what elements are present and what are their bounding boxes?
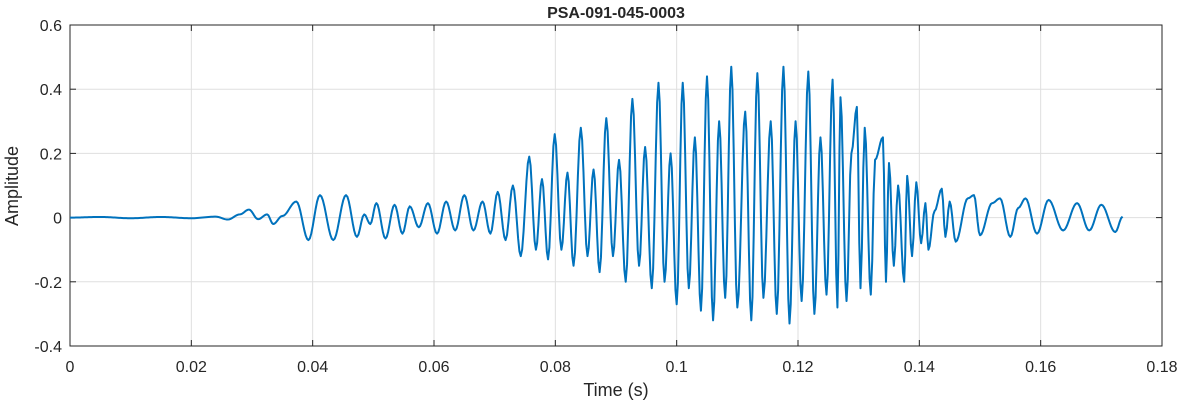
y-tick-label: -0.2: [34, 275, 62, 292]
x-axis-label: Time (s): [583, 380, 648, 400]
x-tick-label: 0.1: [666, 359, 688, 376]
axes-box: [69, 24, 1163, 347]
ticks: 0 0.02 0.04 0.06 0.08 0.1 0.12 0.14 0.16 0.18 -0.4…: [34, 18, 1177, 376]
x-tick-label: 0.06: [418, 359, 449, 376]
signal-line: [70, 65, 1124, 325]
x-tick-label: 0.12: [782, 359, 813, 376]
x-tick-label: 0.16: [1025, 359, 1056, 376]
x-tick-label: 0.08: [540, 359, 571, 376]
x-tick-label: 0.14: [904, 359, 935, 376]
y-tick-label: 0.4: [40, 82, 62, 99]
x-tick-label: 0.04: [297, 359, 328, 376]
chart-title: PSA-091-045-0003: [547, 5, 685, 22]
x-tick-label: 0.02: [176, 359, 207, 376]
y-axis-label: Amplitude: [2, 146, 22, 226]
x-tick-label: 0: [66, 359, 75, 376]
y-tick-label: 0.6: [40, 18, 62, 35]
x-tick-label: 0.18: [1146, 359, 1177, 376]
y-tick-label: 0: [53, 211, 62, 228]
y-tick-label: -0.4: [34, 339, 62, 356]
y-tick-label: 0.2: [40, 146, 62, 163]
